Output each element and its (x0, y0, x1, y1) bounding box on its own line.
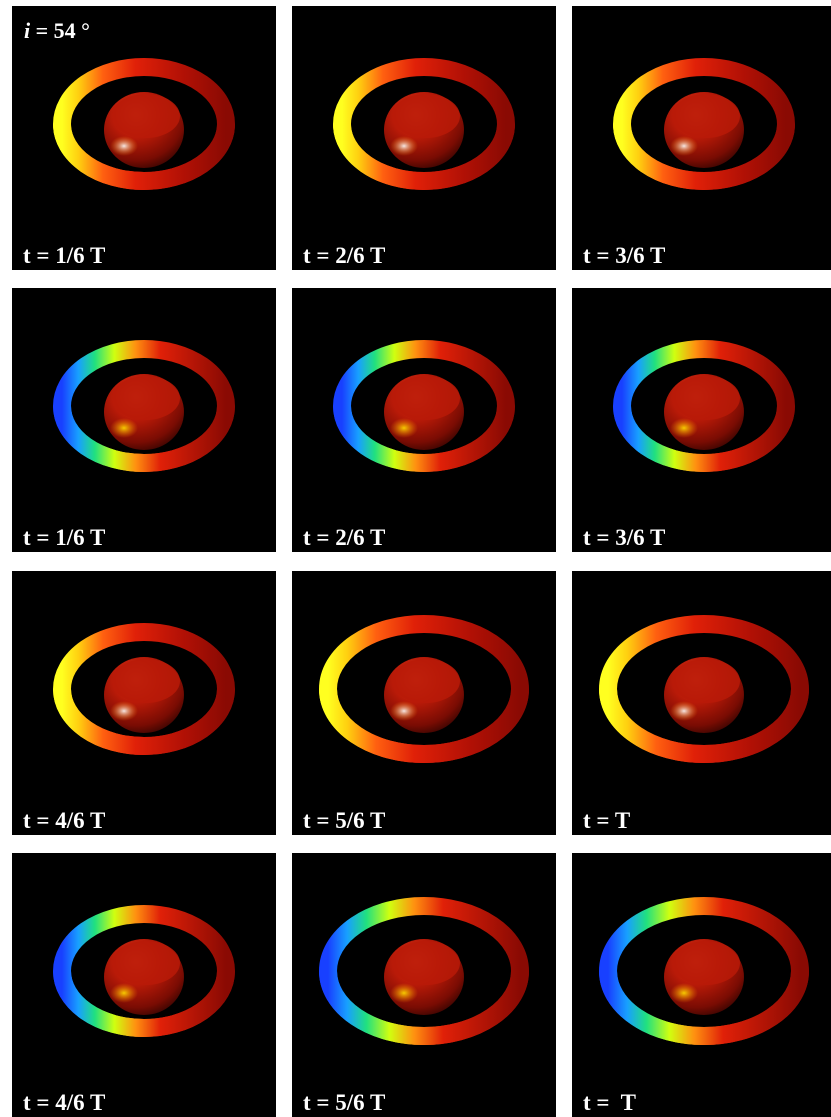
accretion-ring-render (53, 623, 235, 755)
frame-panel: t = 4/6 T (12, 571, 276, 835)
time-label: t = 4/6 T (23, 1090, 106, 1115)
accretion-ring-render (53, 905, 235, 1037)
frame-panel: i = 54 ° t = 1/6 T (12, 6, 276, 270)
frame-panel: t = 5/6 T (292, 853, 556, 1117)
accretion-ring-render (599, 615, 809, 763)
accretion-ring-render (53, 58, 235, 190)
inclination-label: i = 54 ° (24, 20, 90, 42)
time-label: t = 2/6 T (303, 243, 386, 268)
accretion-ring-render (319, 897, 529, 1045)
frame-panel: t = T (572, 571, 831, 835)
accretion-ring-render (613, 58, 795, 190)
accretion-ring-render (599, 897, 809, 1045)
frame-panel: t = 3/6 T (572, 6, 831, 270)
frame-panel: t = T (572, 853, 831, 1117)
frame-panel: t = 1/6 T (12, 288, 276, 552)
time-label: t = 4/6 T (23, 808, 106, 833)
time-label: t = T (583, 808, 631, 833)
inclination-symbol: i (24, 18, 31, 43)
accretion-ring-render (333, 340, 515, 472)
accretion-ring-render (613, 340, 795, 472)
accretion-ring-render (333, 58, 515, 190)
time-label: t = 3/6 T (583, 243, 666, 268)
frame-panel: t = 3/6 T (572, 288, 831, 552)
accretion-ring-render (53, 340, 235, 472)
inclination-value: = 54 ° (30, 18, 90, 43)
frame-panel: t = 5/6 T (292, 571, 556, 835)
frame-panel: t = 4/6 T (12, 853, 276, 1117)
time-label: t = 3/6 T (583, 525, 666, 550)
frame-panel: t = 2/6 T (292, 288, 556, 552)
frame-panel: t = 2/6 T (292, 6, 556, 270)
time-label: t = 5/6 T (303, 1090, 386, 1115)
time-label: t = 1/6 T (23, 525, 106, 550)
accretion-ring-render (319, 615, 529, 763)
time-label: t = 1/6 T (23, 243, 106, 268)
time-label: t = T (583, 1090, 636, 1115)
time-label: t = 5/6 T (303, 808, 386, 833)
time-label: t = 2/6 T (303, 525, 386, 550)
